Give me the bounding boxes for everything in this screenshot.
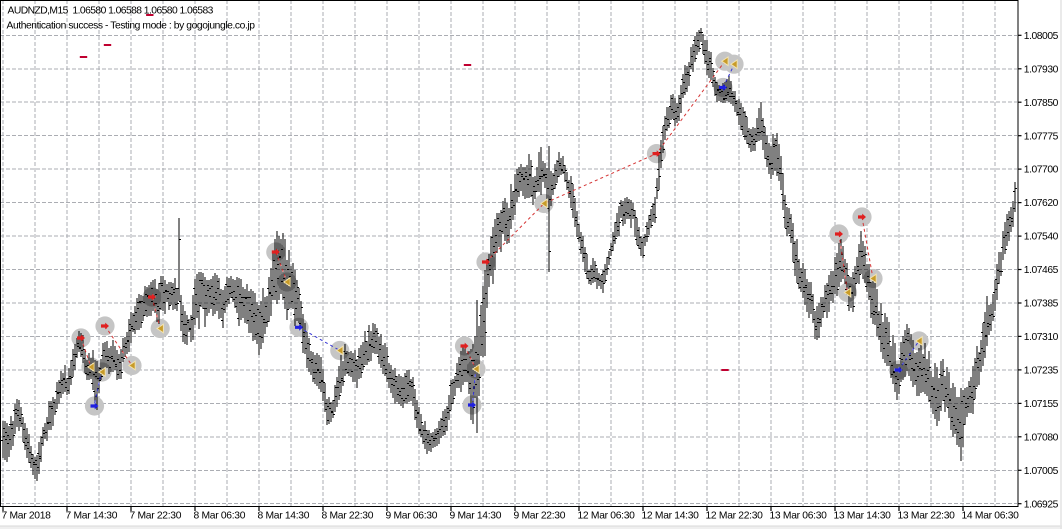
- svg-text:1.07005: 1.07005: [1024, 466, 1059, 477]
- svg-text:13 Mar 14:30: 13 Mar 14:30: [834, 510, 892, 521]
- svg-text:1.07540: 1.07540: [1024, 232, 1059, 243]
- svg-text:7 Mar 14:30: 7 Mar 14:30: [66, 510, 118, 521]
- svg-text:12 Mar 14:30: 12 Mar 14:30: [642, 510, 700, 521]
- svg-text:9 Mar 14:30: 9 Mar 14:30: [450, 510, 502, 521]
- svg-text:1.07235: 1.07235: [1024, 366, 1059, 377]
- svg-text:1.07310: 1.07310: [1024, 332, 1059, 343]
- svg-text:1.07465: 1.07465: [1024, 265, 1059, 276]
- svg-text:AUDNZD,M15 1.06580 1.06588 1.: AUDNZD,M15 1.06580 1.06588 1.06580 1.065…: [8, 6, 214, 17]
- svg-text:12 Mar 22:30: 12 Mar 22:30: [706, 510, 764, 521]
- svg-text:1.07700: 1.07700: [1024, 165, 1059, 176]
- svg-text:1.07155: 1.07155: [1024, 399, 1059, 410]
- svg-text:1.06925: 1.06925: [1024, 499, 1059, 510]
- svg-text:7 Mar 22:30: 7 Mar 22:30: [130, 510, 182, 521]
- svg-text:7 Mar 2018: 7 Mar 2018: [2, 510, 52, 521]
- svg-text:8 Mar 14:30: 8 Mar 14:30: [258, 510, 310, 521]
- svg-text:8 Mar 06:30: 8 Mar 06:30: [194, 510, 246, 521]
- svg-text:8 Mar 22:30: 8 Mar 22:30: [322, 510, 374, 521]
- svg-text:13 Mar 06:30: 13 Mar 06:30: [770, 510, 828, 521]
- svg-text:1.07930: 1.07930: [1024, 64, 1059, 75]
- svg-text:9 Mar 06:30: 9 Mar 06:30: [386, 510, 438, 521]
- svg-text:9 Mar 22:30: 9 Mar 22:30: [514, 510, 566, 521]
- svg-text:1.07385: 1.07385: [1024, 299, 1059, 310]
- svg-text:1.07620: 1.07620: [1024, 198, 1059, 209]
- svg-text:13 Mar 22:30: 13 Mar 22:30: [898, 510, 956, 521]
- svg-text:Authentication success - Testi: Authentication success - Testing mode : …: [7, 20, 256, 31]
- svg-text:1.08005: 1.08005: [1024, 31, 1059, 42]
- svg-text:1.07850: 1.07850: [1024, 98, 1059, 109]
- svg-text:1.07080: 1.07080: [1024, 432, 1059, 443]
- svg-text:12 Mar 06:30: 12 Mar 06:30: [578, 510, 636, 521]
- svg-text:14 Mar 06:30: 14 Mar 06:30: [962, 510, 1020, 521]
- svg-text:1.07775: 1.07775: [1024, 131, 1059, 142]
